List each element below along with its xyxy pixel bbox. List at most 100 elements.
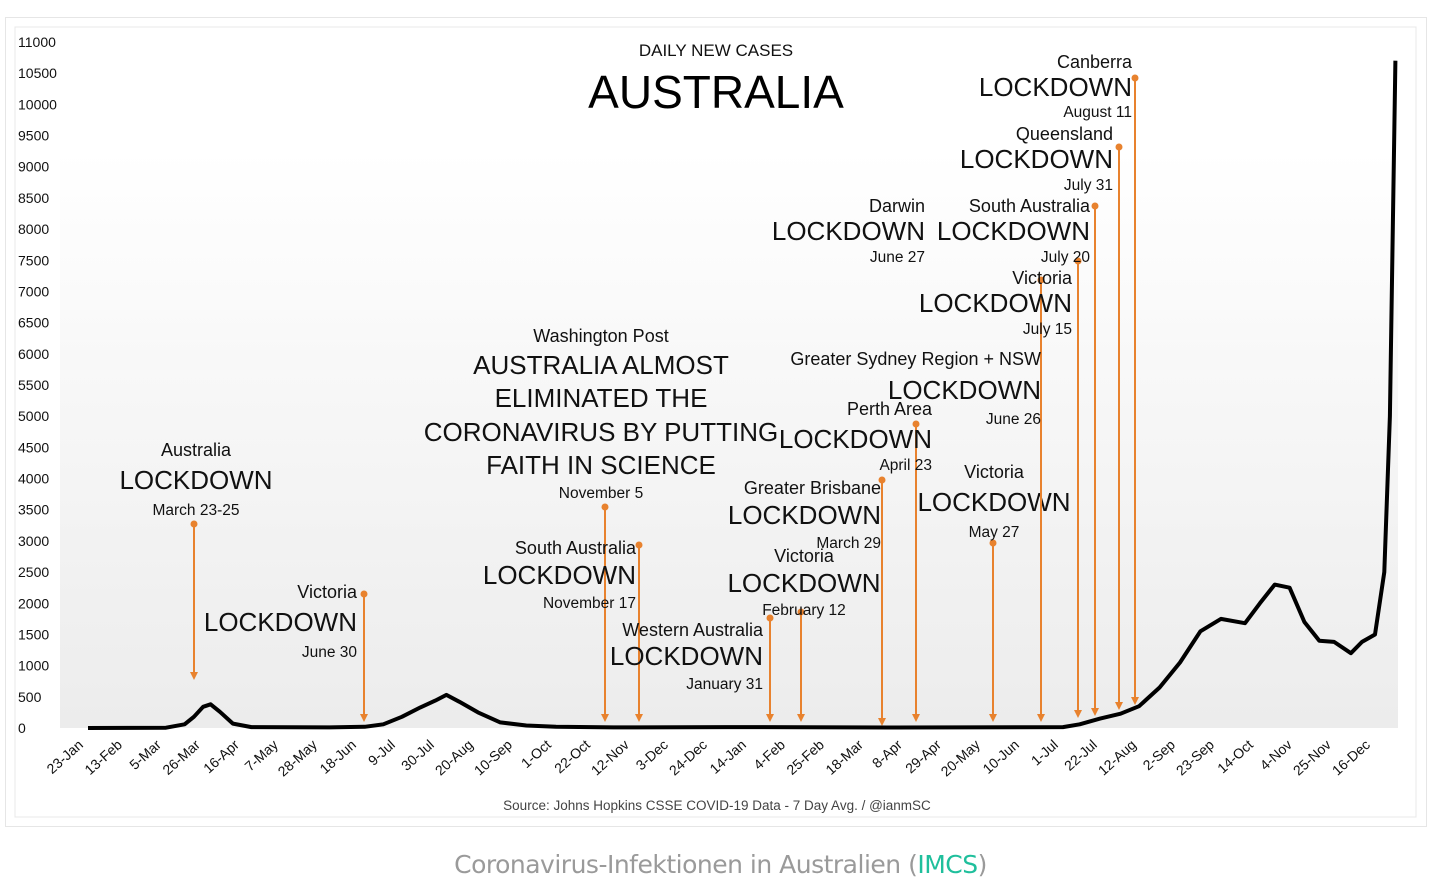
annotation-headline: LOCKDOWN bbox=[917, 487, 1070, 517]
annotation-region: Canberra bbox=[1057, 52, 1133, 72]
annotation-date: June 30 bbox=[302, 644, 358, 661]
annotation-dot bbox=[635, 541, 643, 549]
annotation-date: August 11 bbox=[1063, 104, 1132, 121]
arrowhead-icon bbox=[989, 714, 997, 722]
y-tick-label: 0 bbox=[18, 720, 26, 736]
arrowhead-icon bbox=[1037, 714, 1045, 722]
arrowhead-icon bbox=[797, 714, 805, 722]
annotation-region: Perth Area bbox=[847, 399, 933, 419]
y-tick-label: 5500 bbox=[18, 377, 49, 393]
arrowhead-icon bbox=[1115, 702, 1123, 710]
chart-subtitle: DAILY NEW CASES bbox=[639, 41, 793, 60]
caption-text: Coronavirus-Infektionen in Australien ( bbox=[454, 850, 918, 879]
annotation-headline: LOCKDOWN bbox=[888, 375, 1041, 405]
annotation-headline: LOCKDOWN bbox=[937, 216, 1090, 246]
arrowhead-icon bbox=[1131, 697, 1139, 705]
annotation-dot bbox=[912, 420, 920, 428]
y-tick-label: 9500 bbox=[18, 128, 49, 144]
caption-close: ) bbox=[977, 850, 988, 879]
y-tick-label: 3500 bbox=[18, 502, 49, 518]
annotation-headline: LOCKDOWN bbox=[610, 641, 763, 671]
annotation-region: Washington Post bbox=[533, 326, 668, 346]
annotation-dot bbox=[601, 503, 609, 511]
y-tick-label: 2500 bbox=[18, 564, 49, 580]
annotation-headline: LOCKDOWN bbox=[979, 72, 1132, 102]
arrowhead-icon bbox=[360, 714, 368, 722]
annotation-dot bbox=[766, 614, 774, 622]
caption-source-link[interactable]: IMCS bbox=[917, 850, 978, 879]
figure-caption: Coronavirus-Infektionen in Australien (I… bbox=[0, 850, 1441, 879]
y-tick-label: 6000 bbox=[18, 346, 49, 362]
arrowhead-icon bbox=[766, 714, 774, 722]
annotation-date: June 26 bbox=[986, 411, 1041, 428]
annotation-region: Western Australia bbox=[622, 620, 764, 640]
annotation-region: Australia bbox=[161, 440, 232, 460]
y-tick-label: 7500 bbox=[18, 252, 49, 268]
y-tick-label: 1000 bbox=[18, 658, 49, 674]
y-tick-label: 3000 bbox=[18, 533, 49, 549]
annotation-date: May 27 bbox=[969, 524, 1020, 541]
annotation: Victoria LOCKDOWN July 15 bbox=[919, 257, 1082, 718]
annotation-region: Greater Brisbane bbox=[744, 478, 881, 498]
annotation-region: South Australia bbox=[515, 538, 637, 558]
y-axis: 0 500 1000 1500 2000 2500 3000 3500 4000 4500 5000… bbox=[18, 34, 57, 736]
chart-title: AUSTRALIA bbox=[588, 66, 844, 118]
annotation: Washington Post AUSTRALIA ALMOSTELIMINATE… bbox=[424, 326, 778, 722]
y-tick-label: 8000 bbox=[18, 221, 49, 237]
y-tick-label: 10000 bbox=[18, 96, 57, 112]
annotation-headline: LOCKDOWN bbox=[204, 607, 357, 637]
arrowhead-icon bbox=[912, 714, 920, 722]
annotation-headline: LOCKDOWN bbox=[779, 424, 932, 454]
annotation-headline: AUSTRALIA ALMOST bbox=[473, 350, 729, 380]
annotation-date: July 15 bbox=[1023, 321, 1072, 338]
annotation-date: March 29 bbox=[816, 535, 881, 552]
arrowhead-icon bbox=[190, 672, 198, 680]
arrowhead-icon bbox=[601, 714, 609, 722]
annotation-headline: LOCKDOWN bbox=[727, 568, 880, 598]
chart-frame bbox=[5, 17, 1427, 827]
annotation: Perth Area LOCKDOWN April 23 bbox=[779, 399, 933, 722]
annotation: Victoria LOCKDOWN May 27 bbox=[917, 462, 1071, 722]
y-tick-label: 11000 bbox=[18, 34, 56, 50]
y-tick-label: 1500 bbox=[18, 626, 49, 642]
y-tick-label: 7000 bbox=[18, 283, 49, 299]
annotation-region: South Australia bbox=[969, 196, 1091, 216]
daily-new-cases-chart: 0 500 1000 1500 2000 2500 3000 3500 4000 4500 5000… bbox=[14, 26, 1417, 818]
y-tick-label: 4000 bbox=[18, 471, 49, 487]
y-tick-label: 4500 bbox=[18, 439, 49, 455]
annotation-headline: LOCKDOWN bbox=[960, 144, 1113, 174]
arrowhead-icon bbox=[1074, 710, 1082, 718]
annotation-date: July 31 bbox=[1064, 177, 1113, 194]
annotation-date: November 5 bbox=[559, 485, 643, 502]
annotation-headline: LOCKDOWN bbox=[483, 560, 636, 590]
annotation-headline: LOCKDOWN bbox=[119, 465, 272, 495]
y-tick-label: 6500 bbox=[18, 315, 49, 331]
arrowhead-icon bbox=[635, 714, 643, 722]
annotation-region: Victoria bbox=[964, 462, 1025, 482]
annotation-dot bbox=[797, 608, 805, 616]
annotation-headline: LOCKDOWN bbox=[728, 500, 881, 530]
annotation-dot bbox=[1037, 276, 1045, 284]
arrowhead-icon bbox=[1091, 708, 1099, 716]
annotation-date: January 31 bbox=[686, 676, 763, 693]
annotation-date: March 23-25 bbox=[152, 502, 239, 519]
annotation-dot bbox=[1074, 257, 1082, 265]
y-tick-label: 2000 bbox=[18, 595, 49, 611]
cases-line bbox=[87, 60, 1398, 730]
annotation-region: Darwin bbox=[869, 196, 925, 216]
y-tick-label: 9000 bbox=[18, 159, 49, 175]
annotation-dot bbox=[1115, 143, 1123, 151]
annotation: Victoria LOCKDOWN June 30 bbox=[204, 582, 368, 722]
annotation-headline: ELIMINATED THE bbox=[495, 383, 708, 413]
annotation: Australia LOCKDOWN March 23-25 bbox=[119, 440, 273, 680]
annotation-region: Victoria bbox=[774, 546, 835, 566]
annotation-dot bbox=[878, 476, 886, 484]
annotation-dot bbox=[1131, 74, 1139, 82]
